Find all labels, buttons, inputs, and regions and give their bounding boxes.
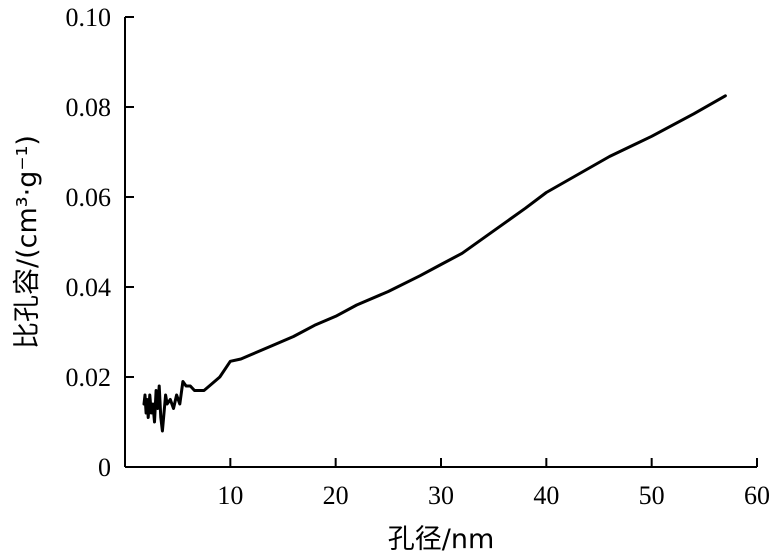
x-tick-label: 60 <box>744 481 770 510</box>
x-tick-label: 20 <box>323 481 349 510</box>
y-tick-label: 0.10 <box>66 3 112 32</box>
axes <box>124 17 757 468</box>
y-tick-label: 0.04 <box>66 273 112 302</box>
series-line <box>142 94 727 433</box>
x-axis-title: 孔径/nm <box>388 524 495 555</box>
x-tick-label: 30 <box>428 481 454 510</box>
y-tick-label: 0 <box>98 453 111 482</box>
x-tick-label: 50 <box>639 481 665 510</box>
tick-labels: 0 0.02 0.04 0.06 0.08 0.10 10 20 30 40 50 60 <box>66 3 771 510</box>
y-tick-label: 0.02 <box>66 363 112 392</box>
ticks <box>125 16 758 468</box>
y-axis-title: 比孔容/(cm³·g⁻¹) <box>12 135 43 349</box>
x-tick-label: 40 <box>533 481 559 510</box>
y-tick-label: 0.06 <box>66 183 112 212</box>
y-tick-label: 0.08 <box>66 93 112 122</box>
x-tick-label: 10 <box>217 481 243 510</box>
